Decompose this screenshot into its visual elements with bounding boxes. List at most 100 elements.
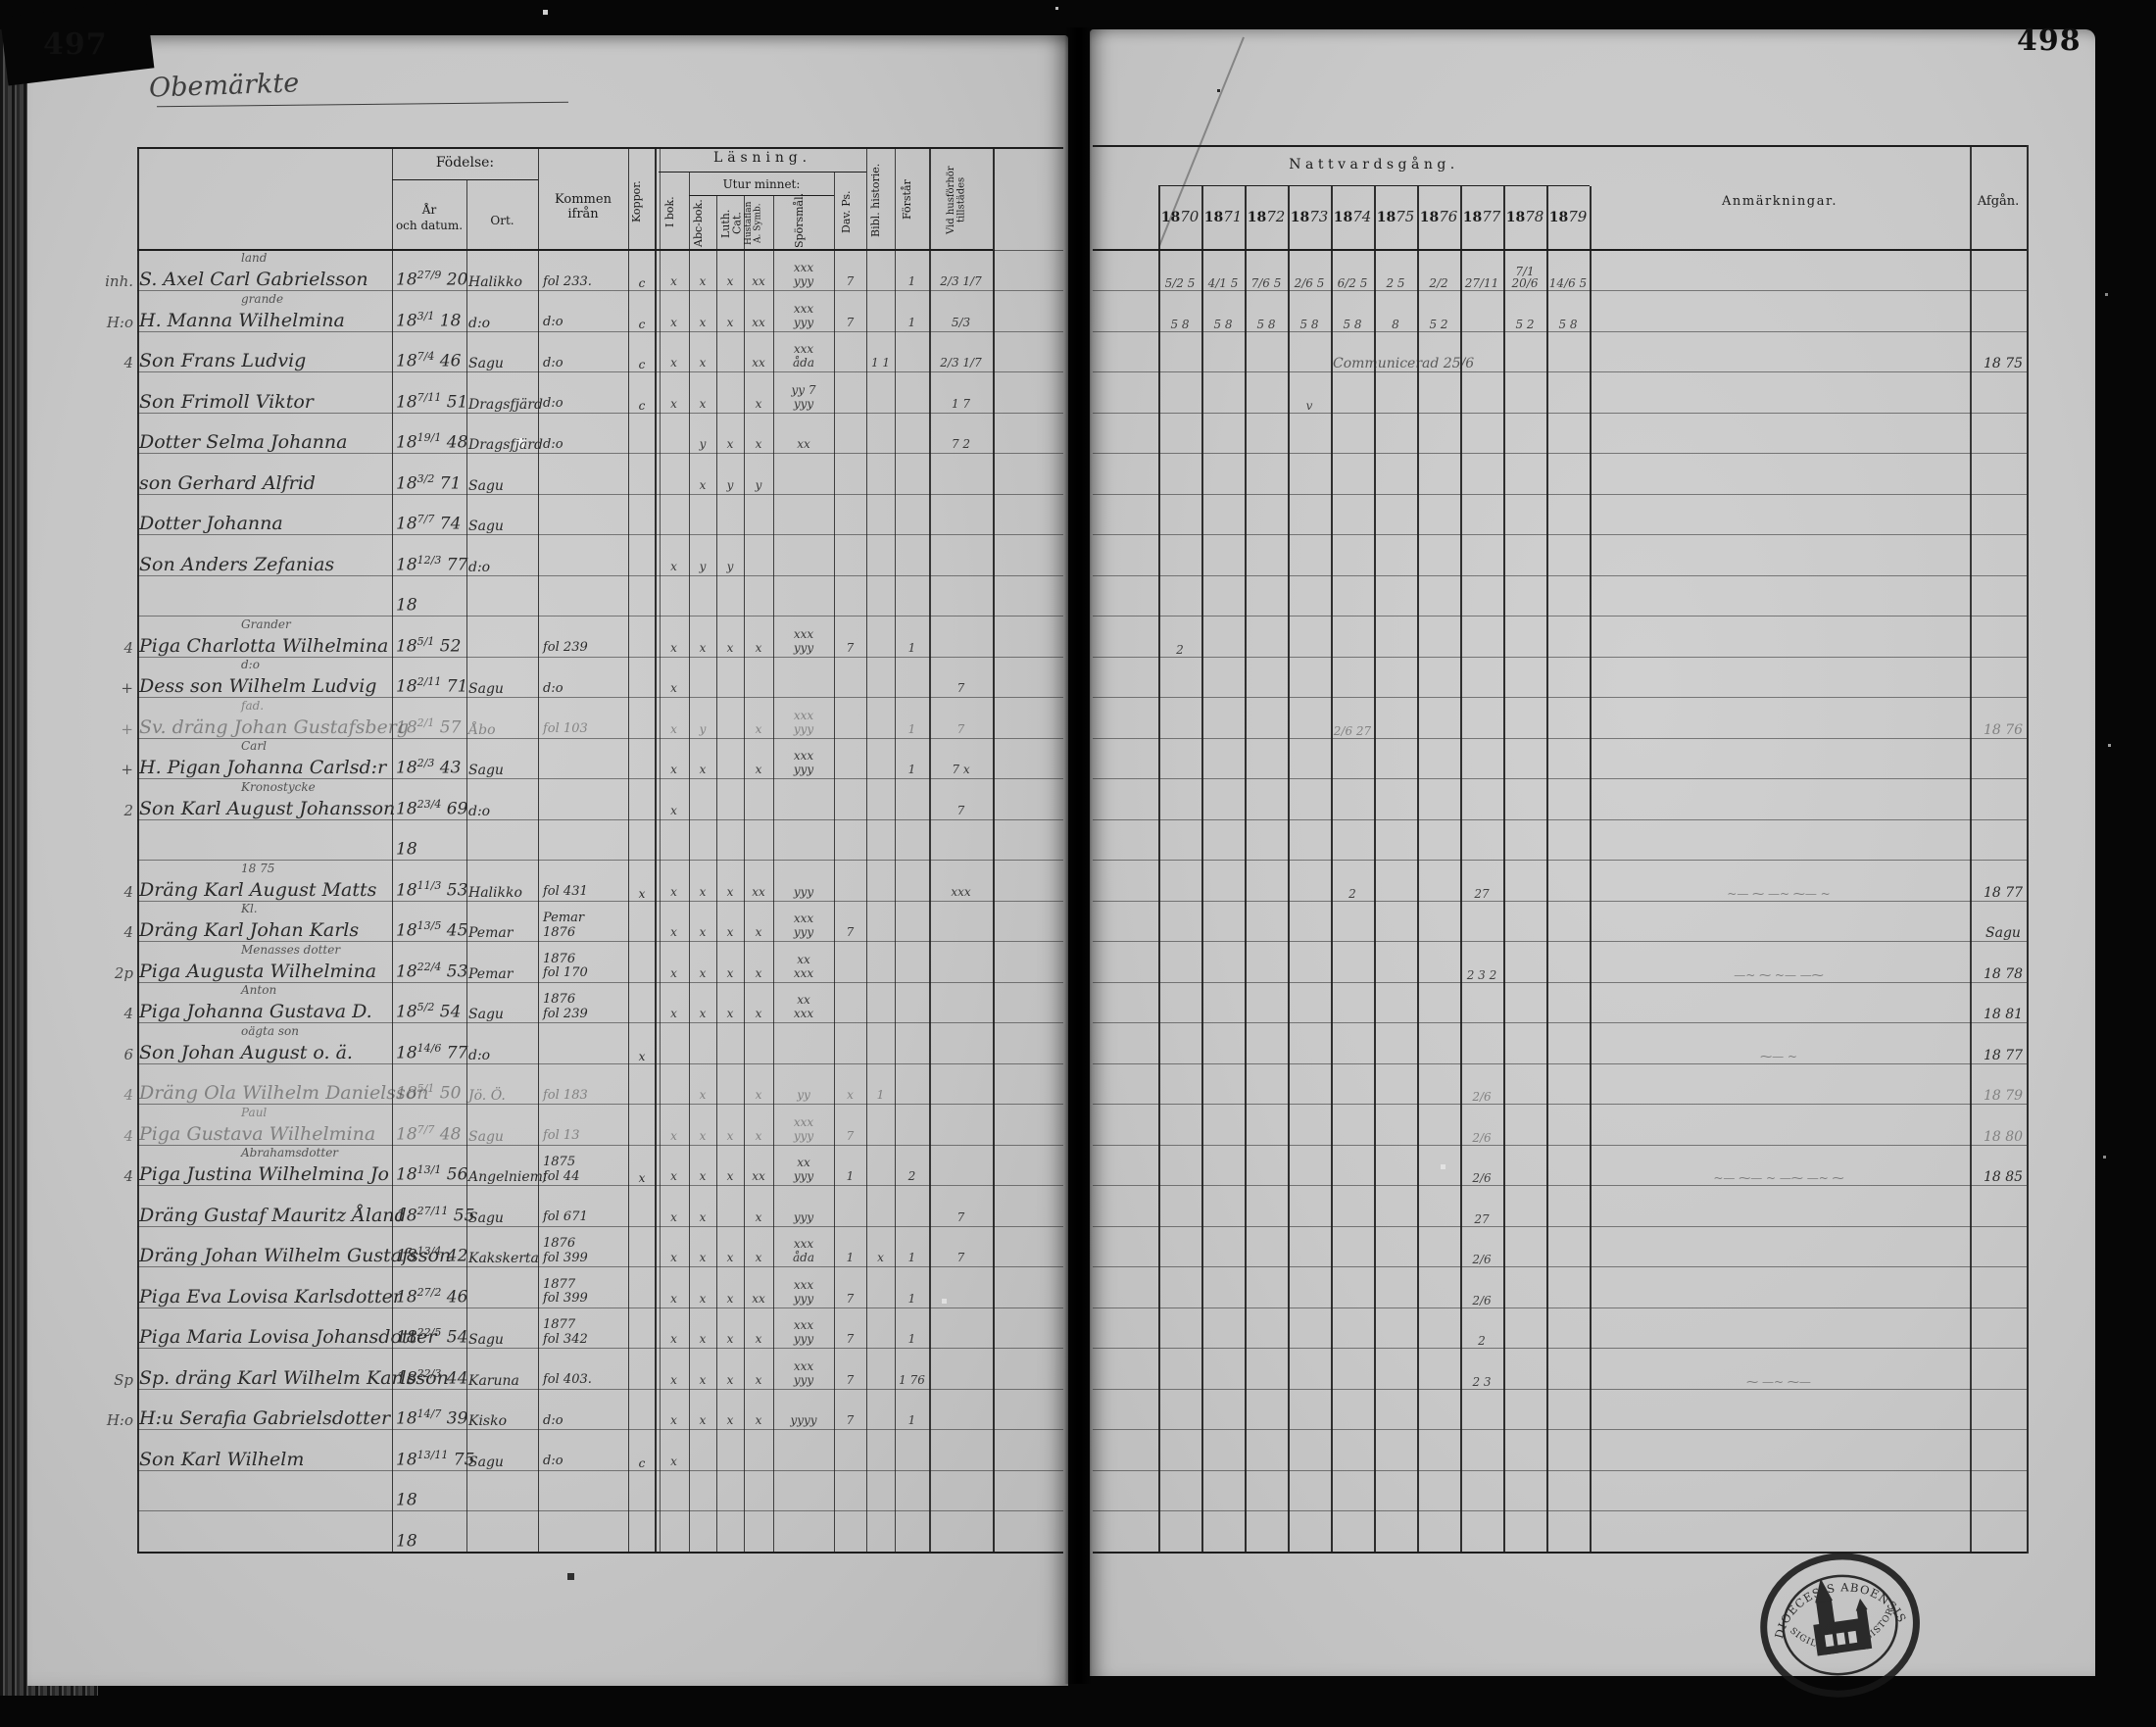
table-row: Dotter Johanna 187/7 74 Sagu xyxy=(94,494,2039,535)
row-line-left xyxy=(137,574,1063,576)
mark-i-bok: x xyxy=(670,1007,677,1021)
birth-day-month: 13/4 xyxy=(416,1245,442,1258)
mark-sporsmal: yyy xyxy=(793,1209,814,1224)
mark-sporsmal: xxx yyy xyxy=(793,626,814,655)
column-line xyxy=(392,147,393,1552)
year-header-handwritten-digits: 71 xyxy=(1223,208,1243,225)
communion-1878: 7/1 20/6 xyxy=(1511,265,1539,290)
table-top-rule-left xyxy=(137,147,1063,149)
birth-year: 54 xyxy=(446,1328,468,1348)
birth-century: 18 xyxy=(396,1043,417,1063)
communion-1873: v xyxy=(1305,398,1313,413)
row-line-right xyxy=(1093,941,2027,942)
birth-date: 1814/7 39 xyxy=(396,1408,467,1428)
birth-place: Sagu xyxy=(468,1128,504,1145)
birth-day-month: 12/3 xyxy=(416,553,442,567)
mark-vid-husforhor: 7 xyxy=(956,721,965,736)
person-name: Sp. dräng Karl Wilhelm Karlsson xyxy=(139,1366,449,1389)
birth-century: 18 xyxy=(396,636,417,657)
mark-forstar: 2 xyxy=(907,1169,916,1184)
birth-place: Sagu xyxy=(468,1454,504,1470)
mark-abc-bok: x xyxy=(699,1088,707,1103)
birth-place: Halikko xyxy=(468,274,522,290)
column-line xyxy=(137,147,139,1554)
mark-dav-ps: x xyxy=(847,1088,854,1103)
table-row: Piga Maria Lovisa Johansdotter 1822/5 54… xyxy=(94,1308,2039,1349)
person-name: Dotter Selma Johanna xyxy=(139,431,348,453)
communion-1877: 2/6 xyxy=(1472,1130,1492,1145)
mark-i-bok: x xyxy=(670,884,677,899)
person-name: Piga Maria Lovisa Johansdotter xyxy=(139,1326,437,1348)
table-row: + Carl H. Pigan Johanna Carlsd:r 182/3 4… xyxy=(94,738,2039,779)
birth-year: 18 xyxy=(439,311,462,331)
mark-i-bok: x xyxy=(670,1251,677,1265)
mark-i-bok: x xyxy=(670,1169,677,1184)
table-row: 4 Kl. Dräng Karl Johan Karls 1813/5 45 P… xyxy=(94,901,2039,942)
birth-year: 50 xyxy=(439,1084,462,1104)
birth-date: 18 xyxy=(396,1531,466,1551)
kommen-ifran-value: d:o xyxy=(543,1412,564,1428)
communion-1879: 14/6 5 xyxy=(1548,276,1588,290)
mark-vid-husforhor: 7 xyxy=(956,1251,965,1265)
year-header-handwritten-digits: 77 xyxy=(1482,208,1501,225)
column-line xyxy=(628,147,629,1552)
birth-day-month: 13/1 xyxy=(416,1163,442,1177)
row-line-left xyxy=(137,1348,1063,1349)
mark-abc-bok: x xyxy=(699,763,707,777)
mark-abc-bok: y xyxy=(699,559,707,573)
mark-hustaflan: x xyxy=(755,1128,762,1143)
row-line-left xyxy=(137,860,1063,861)
table-row: H:o grande H. Manna Wilhelmina 183/1 18 … xyxy=(94,291,2039,332)
mark-luth-cat: x xyxy=(726,965,734,980)
afgan-value: 18 79 xyxy=(1983,1088,2024,1104)
mark-abc-bok: x xyxy=(699,1251,707,1265)
mark-forstar: 1 xyxy=(907,1251,916,1265)
communion-1870: 5/2 5 xyxy=(1164,276,1196,290)
birth-century: 18 xyxy=(396,880,417,901)
communion-1874: 2 xyxy=(1348,886,1356,901)
person-name: S. Axel Carl Gabrielsson xyxy=(139,269,368,290)
mark-abc-bok: x xyxy=(699,1291,707,1306)
table-bottom-rule-right xyxy=(1093,1552,2027,1554)
birth-century: 18 xyxy=(396,1531,417,1552)
mark-dav-ps: 7 xyxy=(846,274,855,289)
mark-abc-bok: x xyxy=(699,396,707,411)
birth-year: 69 xyxy=(446,799,468,819)
column-line xyxy=(655,147,657,1552)
mark-forstar: 1 xyxy=(907,721,916,736)
birth-year: 45 xyxy=(446,921,468,941)
birth-day-month: 7/11 xyxy=(416,390,442,404)
table-row: 4 18 75 Dräng Karl August Matts 1811/3 5… xyxy=(94,861,2039,902)
afgan-value: 18 81 xyxy=(1983,1007,2024,1022)
mark-luth-cat: x xyxy=(726,1332,734,1347)
person-name: Son Anders Zefanias xyxy=(139,553,335,575)
mark-sporsmal: xx yyy xyxy=(793,1156,814,1184)
kommen-ifran-value: fol 239 xyxy=(543,640,588,656)
birth-date: 1811/3 53 xyxy=(396,880,467,901)
row-line-right xyxy=(1093,493,2027,495)
birth-year: 71 xyxy=(446,677,468,697)
header-koppor: Koppor. xyxy=(630,180,643,223)
birth-year: 46 xyxy=(446,1287,468,1308)
row-line-right xyxy=(1093,412,2027,414)
margin-mark: Sp xyxy=(114,1370,133,1389)
column-line xyxy=(1546,186,1548,1552)
mark-sporsmal: xxx yyy xyxy=(793,301,814,329)
birth-place: d:o xyxy=(468,803,491,819)
communion-1874: 5 8 xyxy=(1343,317,1362,331)
mark-i-bok: x xyxy=(670,1209,677,1224)
person-name: Son Frimoll Viktor xyxy=(139,390,314,413)
mark-hustaflan: x xyxy=(755,763,762,777)
mark-vid-husforhor: 5/3 xyxy=(951,315,971,329)
mark-abc-bok: y xyxy=(699,437,707,452)
row-line-left xyxy=(137,493,1063,495)
column-line xyxy=(929,147,931,1552)
person-name: Piga Augusta Wilhelmina xyxy=(139,960,377,982)
row-line-right xyxy=(1093,1185,2027,1186)
birth-place: Åbo xyxy=(468,721,496,738)
afgan-value: Sagu xyxy=(1985,925,2021,941)
birth-century: 18 xyxy=(396,1003,417,1022)
mark-luth-cat: x xyxy=(726,925,734,940)
year-header-1878: 1878 xyxy=(1505,208,1544,225)
interlinear-note: Abrahamsdotter xyxy=(241,1146,339,1160)
